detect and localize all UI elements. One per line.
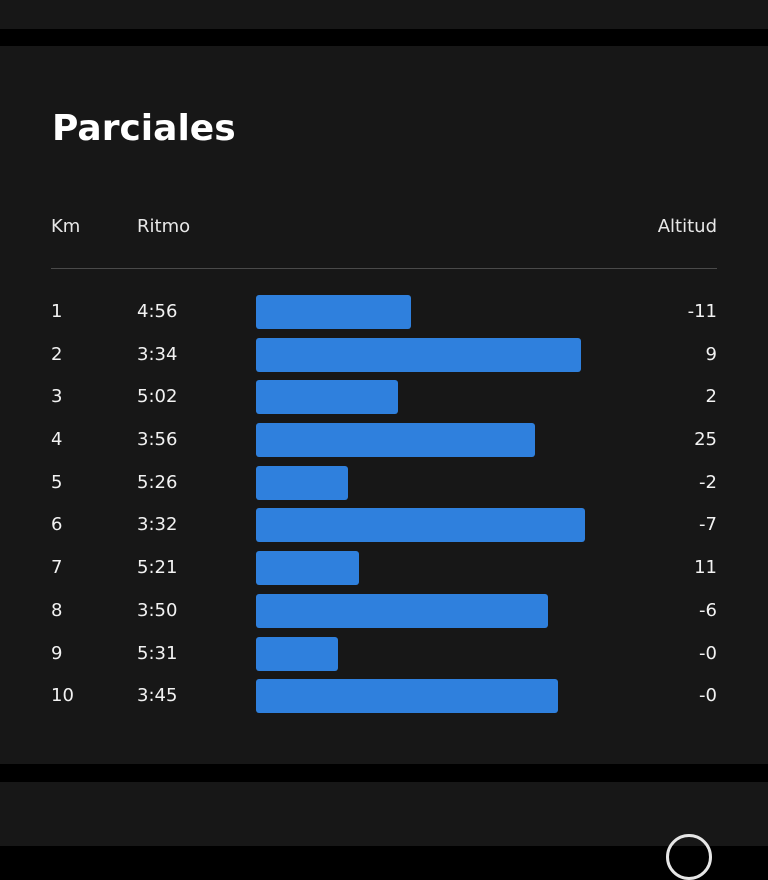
split-pace: 3:56 bbox=[137, 429, 178, 451]
split-altitude: 2 bbox=[705, 386, 717, 408]
split-row: 10 3:45 -0 bbox=[0, 675, 768, 718]
split-pace: 3:50 bbox=[137, 599, 178, 621]
split-altitude: -7 bbox=[699, 514, 717, 536]
split-pace-bar bbox=[256, 593, 548, 628]
split-pace: 3:32 bbox=[137, 514, 178, 536]
split-row: 6 3:32 -7 bbox=[0, 504, 768, 547]
split-row: 4 3:56 25 bbox=[0, 419, 768, 462]
split-pace-bar bbox=[256, 508, 585, 543]
split-pace-bar bbox=[256, 380, 399, 415]
split-altitude: 9 bbox=[705, 343, 717, 365]
split-row: 3 5:02 2 bbox=[0, 376, 768, 419]
split-altitude: -2 bbox=[699, 471, 717, 493]
split-km: 9 bbox=[51, 642, 63, 664]
split-pace: 5:26 bbox=[137, 471, 178, 493]
split-row: 9 5:31 -0 bbox=[0, 633, 768, 676]
split-km: 6 bbox=[51, 514, 63, 536]
column-header-altitude: Altitud bbox=[657, 216, 717, 237]
split-pace-bar bbox=[256, 295, 411, 329]
info-icon[interactable] bbox=[666, 834, 712, 880]
split-altitude: -0 bbox=[699, 642, 717, 664]
section-title: Parciales bbox=[52, 108, 236, 149]
split-km: 2 bbox=[51, 343, 63, 365]
split-row: 2 3:34 9 bbox=[0, 334, 768, 377]
split-row: 1 4:56 -11 bbox=[0, 291, 768, 334]
split-altitude: -11 bbox=[687, 301, 717, 322]
split-km: 5 bbox=[51, 471, 63, 493]
split-pace: 5:21 bbox=[137, 557, 178, 579]
split-pace-bar bbox=[256, 636, 338, 671]
split-km: 4 bbox=[51, 429, 63, 451]
split-pace-bar bbox=[256, 337, 581, 372]
split-km: 3 bbox=[51, 386, 63, 408]
split-pace-bar bbox=[256, 551, 359, 586]
split-pace: 3:34 bbox=[137, 343, 178, 365]
split-altitude: 11 bbox=[694, 557, 717, 579]
split-row: 8 3:50 -6 bbox=[0, 590, 768, 633]
column-header-pace: Ritmo bbox=[137, 216, 191, 237]
column-header-km: Km bbox=[51, 216, 81, 237]
split-pace: 5:31 bbox=[137, 642, 178, 664]
split-pace-bar bbox=[256, 465, 349, 500]
split-altitude: 25 bbox=[694, 429, 717, 451]
split-km: 8 bbox=[51, 599, 63, 621]
next-section-card bbox=[0, 782, 768, 846]
splits-list: 1 4:56 -11 2 3:34 9 3 5:02 2 4 3:56 25 5 5:26 -2 6 3:32 -… bbox=[0, 291, 768, 718]
split-km: 10 bbox=[51, 685, 74, 707]
split-pace-bar bbox=[256, 679, 558, 714]
split-km: 7 bbox=[51, 557, 63, 579]
split-pace: 5:02 bbox=[137, 386, 178, 408]
split-row: 7 5:21 11 bbox=[0, 547, 768, 590]
split-pace: 3:45 bbox=[137, 685, 178, 707]
previous-section-card bbox=[0, 0, 768, 29]
split-km: 1 bbox=[51, 301, 63, 322]
split-altitude: -6 bbox=[699, 599, 717, 621]
split-altitude: -0 bbox=[699, 685, 717, 707]
split-pace: 4:56 bbox=[137, 301, 178, 322]
header-divider bbox=[51, 268, 717, 269]
split-row: 5 5:26 -2 bbox=[0, 462, 768, 505]
split-pace-bar bbox=[256, 423, 536, 458]
